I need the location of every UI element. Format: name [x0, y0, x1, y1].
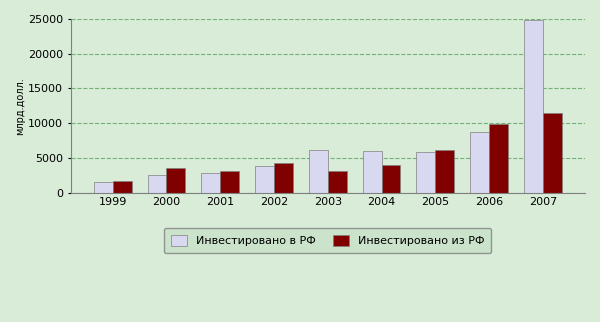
Bar: [382, 165, 400, 193]
Bar: [363, 151, 382, 193]
Bar: [94, 182, 113, 193]
Bar: [543, 113, 562, 193]
Y-axis label: млрд.долл.: млрд.долл.: [15, 77, 25, 135]
Bar: [166, 167, 185, 193]
Bar: [202, 174, 220, 193]
Bar: [309, 149, 328, 193]
Bar: [113, 182, 131, 193]
Legend: Инвестировано в РФ, Инвестировано из РФ: Инвестировано в РФ, Инвестировано из РФ: [164, 228, 491, 253]
Bar: [220, 171, 239, 193]
Bar: [274, 164, 293, 193]
Bar: [255, 166, 274, 193]
Bar: [524, 20, 543, 193]
Bar: [328, 171, 347, 193]
Bar: [435, 149, 454, 193]
Bar: [416, 152, 435, 193]
Bar: [489, 124, 508, 193]
Bar: [148, 175, 166, 193]
Bar: [470, 132, 489, 193]
